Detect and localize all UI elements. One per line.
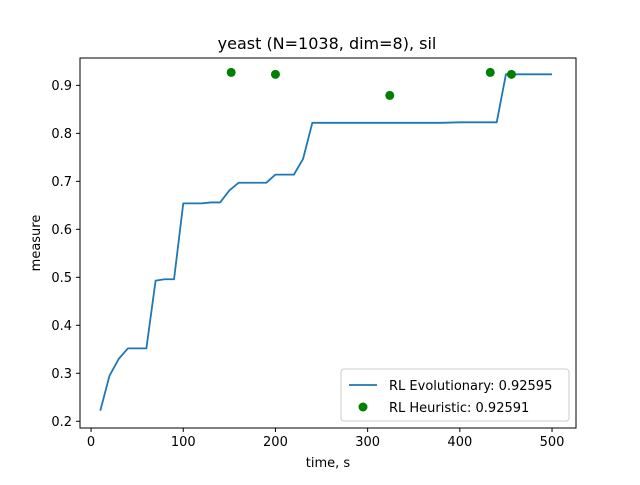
- scatter-point-heuristic: [270, 69, 280, 79]
- plot-frame: [79, 57, 577, 429]
- y-tick-label: 0.4: [51, 319, 72, 334]
- x-tick-label: 200: [263, 435, 288, 450]
- legend-dot-marker: [358, 402, 368, 412]
- x-tick-label: 100: [171, 435, 196, 450]
- legend-label-heuristic: RL Heuristic: 0.92591: [389, 401, 529, 416]
- plot-content: [99, 67, 553, 411]
- y-tick-label: 0.5: [51, 271, 72, 286]
- y-axis-label: measure: [29, 215, 44, 272]
- y-tick-label: 0.7: [51, 175, 72, 190]
- scatter-point-heuristic: [485, 67, 495, 77]
- x-tick-label: 500: [540, 435, 565, 450]
- y-tick-label: 0.3: [51, 367, 72, 382]
- scatter-point-heuristic: [506, 69, 516, 79]
- scatter-point-heuristic: [226, 67, 236, 77]
- y-tick-label: 0.6: [51, 223, 72, 238]
- plot-area: [80, 58, 576, 428]
- y-tick-label: 0.9: [51, 79, 72, 94]
- axis-ticks: 0 100 200 300 400 500 0.2 0.3 0.4 0.5 0.6 0.7 0.8 0.9: [51, 79, 564, 450]
- y-tick-label: 0.8: [51, 127, 72, 142]
- scatter-point-heuristic: [385, 90, 395, 100]
- x-axis-label: time, s: [306, 456, 351, 471]
- y-tick-label: 0.2: [51, 415, 72, 430]
- chart-title: yeast (N=1038, dim=8), sil: [218, 34, 437, 53]
- legend: RL Evolutionary: 0.92595 RL Heuristic: 0…: [340, 368, 570, 422]
- series-line-evolutionary: [99, 73, 553, 411]
- x-tick-label: 300: [355, 435, 380, 450]
- x-tick-label: 400: [447, 435, 472, 450]
- legend-label-evolutionary: RL Evolutionary: 0.92595: [389, 379, 552, 394]
- x-tick-label: 0: [87, 435, 95, 450]
- legend-box: [340, 368, 570, 422]
